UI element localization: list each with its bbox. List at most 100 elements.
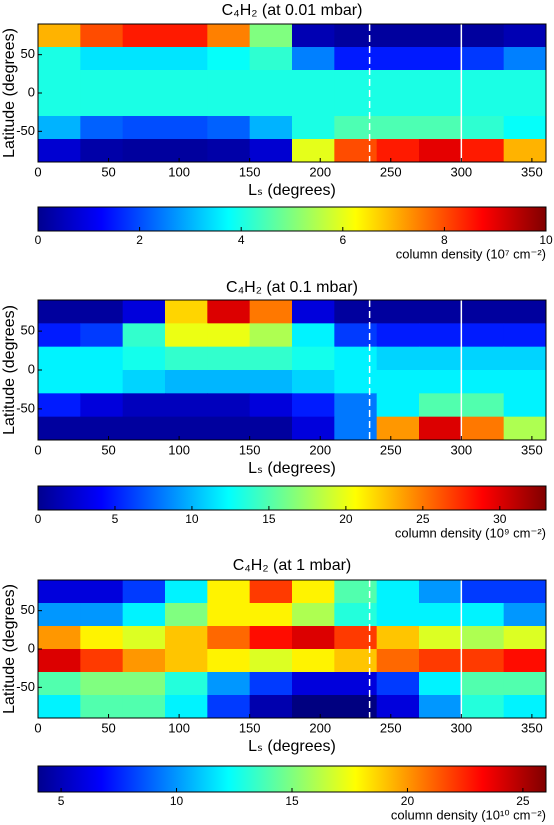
colorbar-tick-label: 10 — [185, 512, 199, 526]
heatmap-cell — [80, 672, 124, 696]
y-tick-label: 50 — [21, 323, 35, 338]
heatmap-cell — [419, 70, 462, 94]
heatmap-cell — [376, 139, 420, 163]
heatmap-cell — [249, 695, 293, 719]
heatmap-cell — [38, 139, 81, 163]
heatmap-cell — [419, 580, 462, 604]
colorbar-tick-label: 20 — [401, 794, 415, 808]
colorbar-tick-label: 5 — [112, 512, 119, 526]
colorbar-label: column density (10⁹ cm⁻²) — [395, 525, 546, 540]
x-tick-label: 250 — [380, 164, 402, 179]
x-tick-label: 350 — [521, 442, 543, 457]
heatmap-cell — [334, 695, 378, 719]
heatmap-cell — [38, 93, 81, 117]
heatmap-cell — [38, 649, 81, 673]
heatmap-cell — [38, 346, 81, 371]
heatmap-cell — [122, 323, 166, 348]
y-tick-label: 0 — [28, 640, 35, 655]
heatmap-cell — [80, 649, 124, 673]
heatmap-cell — [503, 139, 547, 163]
heatmap-cell — [292, 580, 335, 604]
heatmap-cell — [207, 649, 251, 673]
heatmap-cell — [461, 24, 505, 48]
heatmap-cell — [503, 116, 547, 140]
heatmap-cell — [503, 24, 547, 48]
heatmap-cell — [122, 47, 166, 71]
y-tick-label: 50 — [21, 602, 35, 617]
heatmap-cell — [461, 116, 505, 140]
colorbar-tick-label: 15 — [262, 512, 276, 526]
heatmap-cell — [503, 370, 547, 394]
heatmap-cell — [376, 416, 420, 441]
heatmap-cell — [334, 300, 378, 324]
heatmap-cell — [376, 603, 420, 627]
colorbar-tick-label: 4 — [238, 233, 245, 247]
heatmap-cell — [461, 323, 505, 348]
heatmap-cell — [80, 300, 124, 324]
x-tick-label: 150 — [239, 720, 261, 735]
colorbar-tick-label: 30 — [493, 512, 507, 526]
heatmap-cell — [207, 393, 251, 418]
heatmap-cell — [292, 626, 335, 650]
heatmap-cell — [334, 370, 378, 394]
heatmap-cell — [249, 603, 293, 627]
heatmap-cell — [80, 603, 124, 627]
heatmap-cell — [165, 47, 208, 71]
heatmap-cell — [503, 649, 547, 673]
heatmap-cell — [334, 93, 378, 117]
panel-title: C₄H₂ (at 0.01 mbar) — [222, 2, 363, 19]
heatmap-cell — [207, 116, 251, 140]
heatmap-cell — [80, 24, 124, 48]
x-tick-label: 100 — [168, 442, 190, 457]
x-tick-label: 300 — [450, 720, 472, 735]
heatmap-cell — [165, 672, 208, 696]
heatmap-cell — [80, 93, 124, 117]
heatmap-cell — [165, 580, 208, 604]
heatmap-cell — [292, 300, 335, 324]
heatmap-cell — [122, 93, 166, 117]
heatmap-cell — [249, 70, 293, 94]
heatmap-cell — [249, 370, 293, 394]
heatmap-cell — [376, 93, 420, 117]
heatmap-cell — [38, 603, 81, 627]
heatmap-cell — [376, 70, 420, 94]
heatmap-cell — [419, 393, 462, 418]
heatmap-cell — [292, 393, 335, 418]
panel-title: C₄H₂ (at 0.1 mbar) — [226, 279, 358, 296]
heatmap-cell — [461, 139, 505, 163]
colorbar-tick-label: 25 — [516, 794, 530, 808]
heatmap-cell — [38, 580, 81, 604]
heatmap-cell — [207, 93, 251, 117]
panel-title: C₄H₂ (at 1 mbar) — [233, 557, 352, 574]
y-tick-label: 0 — [28, 84, 35, 99]
heatmap-cell — [461, 70, 505, 94]
heatmap-cell — [122, 580, 166, 604]
heatmap-cell — [122, 603, 166, 627]
heatmap-cell — [38, 47, 81, 71]
x-tick-label: 200 — [309, 720, 331, 735]
heatmap-cell — [419, 93, 462, 117]
heatmap-cell — [122, 24, 166, 48]
heatmap-cell — [207, 346, 251, 371]
colorbar-tick-label: 10 — [539, 233, 553, 247]
heatmap-cell — [249, 580, 293, 604]
heatmap-cell — [80, 626, 124, 650]
heatmap-cell — [461, 300, 505, 324]
heatmap-cell — [461, 695, 505, 719]
heatmap-cell — [249, 47, 293, 71]
x-tick-label: 100 — [168, 164, 190, 179]
x-axis-label: Lₛ (degrees) — [248, 460, 336, 477]
x-tick-label: 300 — [450, 442, 472, 457]
heatmap-cell — [165, 346, 208, 371]
heatmap-cell — [249, 626, 293, 650]
heatmap-cell — [122, 416, 166, 441]
heatmap-cell — [80, 116, 124, 140]
heatmap-cell — [292, 47, 335, 71]
heatmap-cell — [503, 300, 547, 324]
heatmap-cell — [376, 370, 420, 394]
heatmap-cell — [165, 70, 208, 94]
y-tick-label: -50 — [16, 679, 35, 694]
heatmap-cell — [80, 370, 124, 394]
heatmap-cell — [292, 649, 335, 673]
